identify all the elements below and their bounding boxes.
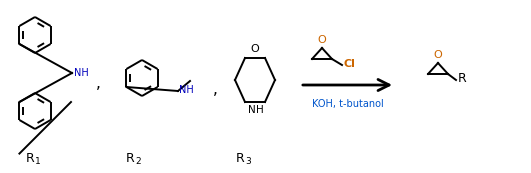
Text: O: O	[434, 50, 442, 60]
Text: ,: ,	[96, 75, 100, 90]
Text: ,: ,	[212, 81, 217, 97]
Text: O: O	[318, 35, 327, 45]
Text: NH: NH	[74, 68, 89, 78]
Text: R: R	[236, 153, 244, 166]
Text: NH: NH	[179, 85, 194, 95]
Text: 3: 3	[245, 157, 251, 166]
Text: N: N	[248, 105, 256, 115]
Text: R: R	[25, 153, 35, 166]
Text: H: H	[256, 105, 264, 115]
Text: 1: 1	[35, 157, 41, 166]
Text: O: O	[251, 44, 259, 54]
Text: Cl: Cl	[343, 59, 355, 69]
Text: R: R	[126, 153, 134, 166]
Text: KOH, t-butanol: KOH, t-butanol	[312, 99, 383, 109]
Text: 2: 2	[135, 157, 141, 166]
Text: R: R	[458, 72, 467, 85]
